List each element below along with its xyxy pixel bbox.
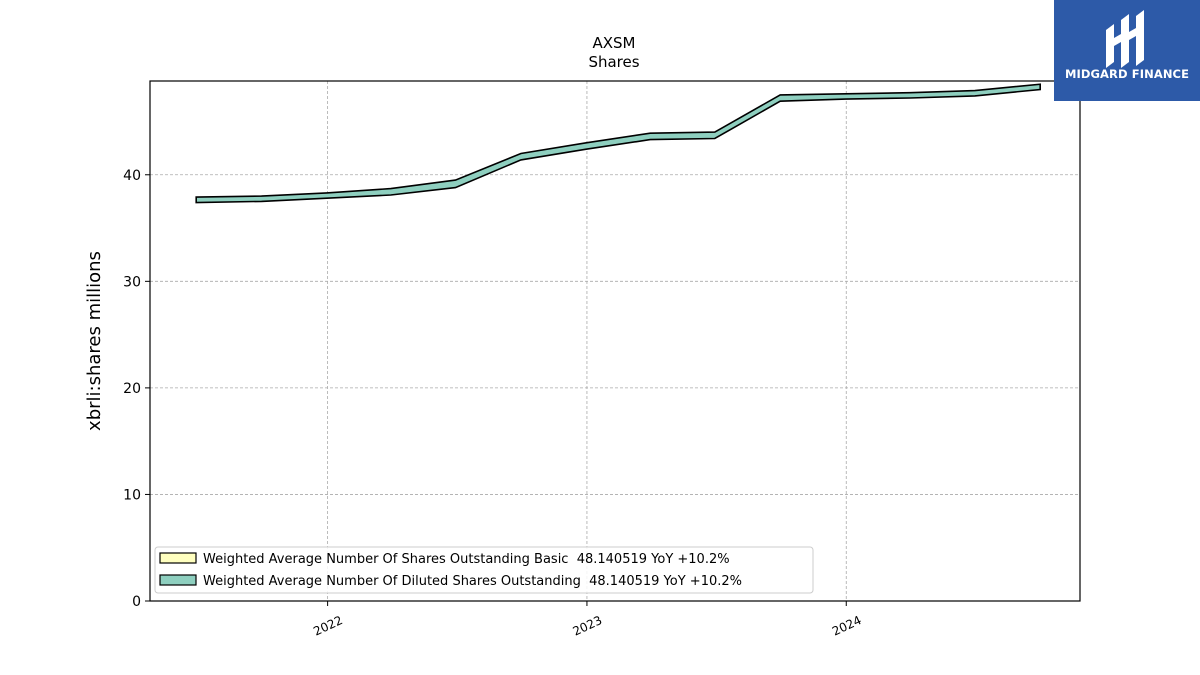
legend-label-diluted: Weighted Average Number Of Diluted Share…: [203, 574, 742, 589]
plot-frame: [149, 80, 1081, 602]
legend: Weighted Average Number Of Shares Outsta…: [154, 546, 814, 594]
legend-swatch-basic: [159, 552, 197, 564]
x-tick-label: 2023: [571, 613, 605, 639]
y-tick-label: 10: [123, 487, 141, 503]
midgard-logo-icon: [1106, 10, 1144, 68]
brand-logo: MIDGARD FINANCE: [1054, 0, 1200, 101]
y-axis-ticks: 0 10 20 30 40: [123, 168, 150, 610]
chart-subtitle: Shares: [588, 53, 639, 71]
x-tick-label: 2022: [311, 613, 345, 639]
logo-text: MIDGARD FINANCE: [1064, 67, 1190, 81]
y-tick-label: 0: [132, 594, 141, 610]
y-tick-label: 30: [123, 274, 141, 290]
y-tick-label: 40: [123, 168, 141, 184]
area-band-diluted: [195, 83, 1041, 204]
x-axis-ticks: 2022 2023 2024: [311, 601, 864, 639]
legend-label-basic: Weighted Average Number Of Shares Outsta…: [203, 552, 730, 567]
y-axis-label: xbrli:shares millions: [84, 251, 105, 431]
grid: [150, 81, 1080, 601]
x-tick-label: 2024: [830, 613, 864, 639]
legend-box: [154, 546, 814, 594]
series-areas: [195, 83, 1041, 204]
legend-swatch-diluted: [159, 574, 197, 586]
y-tick-label: 20: [123, 381, 141, 397]
chart-title: AXSM: [592, 34, 635, 52]
